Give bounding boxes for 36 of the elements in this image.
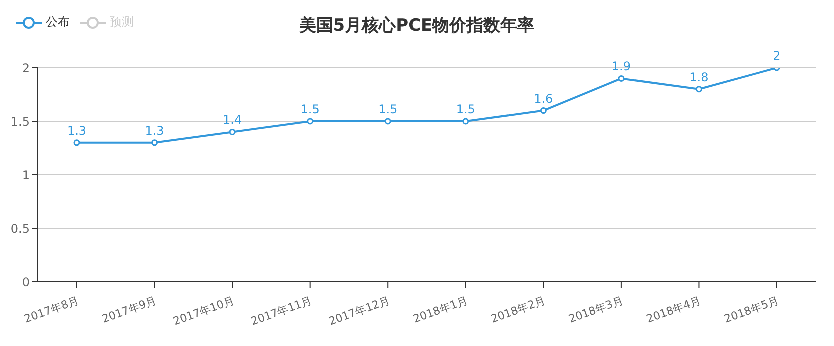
point bbox=[307, 118, 314, 125]
y-tick-label: 0.5 bbox=[10, 222, 30, 236]
data-label: 1.8 bbox=[690, 70, 709, 84]
x-tick-label: 2018年4月 bbox=[644, 294, 703, 326]
point bbox=[384, 118, 392, 125]
point bbox=[618, 75, 625, 82]
data-label: 1.5 bbox=[300, 102, 320, 116]
point bbox=[462, 118, 470, 125]
point bbox=[152, 140, 158, 146]
data-label: 1.9 bbox=[612, 60, 631, 74]
x-tick-label: 2018年1月 bbox=[412, 294, 470, 326]
point bbox=[540, 108, 547, 114]
chart-title: 美国5月核心PCE物价指数年率 bbox=[299, 16, 535, 36]
data-label: 1.5 bbox=[378, 102, 398, 116]
data-label: 1.5 bbox=[456, 102, 476, 116]
x-tick-label: 2017年12月 bbox=[327, 294, 392, 328]
data-label: 2 bbox=[773, 49, 781, 63]
point bbox=[229, 128, 236, 136]
data-label: 1.3 bbox=[145, 124, 164, 138]
legend-label: 公布 bbox=[46, 14, 70, 31]
x-tick-label: 2017年10月 bbox=[172, 294, 236, 328]
x-tick-label: 2017年11月 bbox=[250, 294, 314, 328]
data-label: 1.6 bbox=[534, 92, 554, 106]
x-tick-label: 2018年2月 bbox=[489, 294, 548, 326]
x-tick-label: 2017年9月 bbox=[100, 294, 159, 326]
y-tick-label: 1.5 bbox=[10, 114, 30, 129]
x-tick-label: 2018年3月 bbox=[567, 294, 626, 326]
data-label: 1.4 bbox=[223, 113, 242, 128]
x-tick-label: 2017年8月 bbox=[22, 294, 81, 326]
y-tick-label: 2 bbox=[22, 61, 30, 76]
y-tick-label: 0 bbox=[22, 275, 30, 290]
data-label: 1.3 bbox=[67, 124, 87, 138]
point bbox=[74, 140, 80, 146]
point bbox=[696, 86, 702, 93]
x-tick-label: 2018年5月 bbox=[722, 294, 781, 326]
y-tick-label: 1 bbox=[22, 168, 30, 182]
